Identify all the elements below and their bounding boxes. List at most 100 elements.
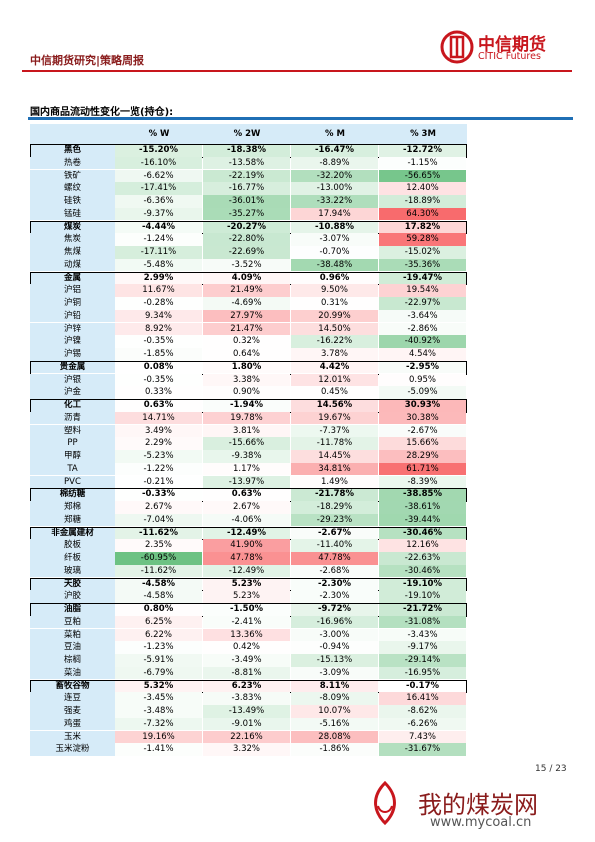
value-cell: -15.02% bbox=[379, 246, 466, 259]
value-cell: 7.43% bbox=[379, 730, 466, 744]
value-cell: 30.38% bbox=[379, 411, 466, 425]
value-cell: 3.49% bbox=[115, 424, 202, 438]
value-cell: -9.72% bbox=[291, 603, 378, 616]
value-cell: -2.30% bbox=[291, 590, 378, 603]
value-cell: 17.82% bbox=[379, 220, 466, 234]
value-cell: 59.28% bbox=[379, 233, 466, 246]
value-cell: 0.08% bbox=[115, 360, 202, 374]
value-cell: -5.48% bbox=[115, 258, 202, 272]
value-cell: 0.64% bbox=[203, 348, 290, 361]
value-cell: -19.47% bbox=[379, 271, 466, 285]
value-cell: 19.54% bbox=[379, 284, 466, 297]
value-cell: 5.23% bbox=[203, 590, 290, 603]
value-cell: -40.92% bbox=[379, 335, 466, 348]
value-cell: -33.22% bbox=[291, 195, 378, 208]
value-cell: -7.32% bbox=[115, 717, 202, 731]
row-label: 焦炭 bbox=[30, 233, 115, 246]
value-cell: -4.44% bbox=[115, 220, 202, 234]
value-cell: 1.17% bbox=[203, 462, 290, 476]
row-label: 强麦 bbox=[30, 705, 115, 718]
value-cell: -4.58% bbox=[115, 577, 202, 591]
value-cell: -22.80% bbox=[203, 233, 290, 246]
section-rule bbox=[28, 117, 573, 120]
group-box bbox=[30, 679, 467, 694]
value-cell: 19.78% bbox=[203, 411, 290, 425]
value-cell: -22.69% bbox=[203, 246, 290, 259]
logo-cn: 中信期货 bbox=[478, 35, 546, 55]
value-cell: -8.81% bbox=[203, 666, 290, 680]
row-label: 玻璃 bbox=[30, 564, 115, 578]
value-cell: -1.15% bbox=[379, 156, 466, 170]
page-number: 15 / 23 bbox=[535, 764, 567, 774]
value-cell: -10.88% bbox=[291, 220, 378, 234]
value-cell: -22.97% bbox=[379, 297, 466, 310]
value-cell: 0.33% bbox=[115, 386, 202, 399]
group-box bbox=[30, 526, 467, 541]
value-cell: -1.23% bbox=[115, 641, 202, 654]
value-cell: 3.78% bbox=[291, 348, 378, 361]
value-cell: -2.68% bbox=[291, 564, 378, 578]
value-cell: 0.90% bbox=[203, 386, 290, 399]
value-cell: 0.96% bbox=[291, 271, 378, 285]
value-cell: 21.49% bbox=[203, 284, 290, 297]
value-cell: 30.93% bbox=[379, 399, 466, 412]
value-cell: -9.17% bbox=[379, 641, 466, 654]
value-cell: -16.22% bbox=[291, 335, 378, 348]
value-cell: -1.24% bbox=[115, 233, 202, 246]
value-cell: -36.01% bbox=[203, 195, 290, 208]
value-cell: -6.26% bbox=[379, 717, 466, 731]
row-label: 胶板 bbox=[30, 539, 115, 552]
value-cell: -29.14% bbox=[379, 654, 466, 667]
value-cell: -35.36% bbox=[379, 258, 466, 272]
row-label: 锰硅 bbox=[30, 207, 115, 221]
value-cell: -7.37% bbox=[291, 424, 378, 438]
value-cell: -35.27% bbox=[203, 207, 290, 221]
value-cell: -7.04% bbox=[115, 513, 202, 527]
row-label: 动煤 bbox=[30, 258, 115, 272]
value-cell: -0.33% bbox=[115, 488, 202, 501]
value-cell: 10.07% bbox=[291, 705, 378, 718]
row-label: 贵金属 bbox=[30, 360, 115, 374]
value-cell: -60.95% bbox=[115, 552, 202, 565]
value-cell: 1.49% bbox=[291, 475, 378, 489]
section-title: 国内商品流动性变化一览(持仓): bbox=[30, 107, 174, 118]
value-cell: 11.67% bbox=[115, 284, 202, 297]
row-label: 油脂 bbox=[30, 603, 115, 616]
value-cell: 2.99% bbox=[115, 271, 202, 285]
group-box bbox=[30, 577, 467, 592]
value-cell: -3.64% bbox=[379, 309, 466, 323]
value-cell: 6.22% bbox=[115, 628, 202, 642]
row-label: 沪银 bbox=[30, 373, 115, 387]
watermark-url: www.mycoal.cn bbox=[430, 815, 532, 830]
value-cell: 4.42% bbox=[291, 360, 378, 374]
value-cell: -4.58% bbox=[115, 590, 202, 603]
value-cell: 64.30% bbox=[379, 207, 466, 221]
value-cell: -18.38% bbox=[203, 144, 290, 157]
value-cell: -0.35% bbox=[115, 335, 202, 348]
row-label: 热卷 bbox=[30, 156, 115, 170]
value-cell: -22.63% bbox=[379, 552, 466, 565]
value-cell: 3.38% bbox=[203, 373, 290, 387]
value-cell: -2.67% bbox=[379, 424, 466, 438]
value-cell: -56.65% bbox=[379, 169, 466, 183]
value-cell: -8.62% bbox=[379, 705, 466, 718]
value-cell: 28.08% bbox=[291, 730, 378, 744]
value-cell: -38.61% bbox=[379, 501, 466, 514]
value-cell: 34.81% bbox=[291, 462, 378, 476]
value-cell: -12.49% bbox=[203, 564, 290, 578]
value-cell: 3.81% bbox=[203, 424, 290, 438]
value-cell: 0.63% bbox=[115, 399, 202, 412]
value-cell: -13.49% bbox=[203, 705, 290, 718]
logo-en: CITIC Futures bbox=[478, 51, 541, 62]
value-cell: -1.86% bbox=[291, 743, 378, 756]
value-cell: -19.10% bbox=[379, 590, 466, 603]
value-cell: -3.09% bbox=[291, 666, 378, 680]
row-label: 菜粕 bbox=[30, 628, 115, 642]
value-cell: -1.22% bbox=[115, 462, 202, 476]
row-label: 螺纹 bbox=[30, 182, 115, 195]
value-cell: 14.50% bbox=[291, 322, 378, 336]
value-cell: -18.29% bbox=[291, 501, 378, 514]
group-box bbox=[30, 488, 467, 502]
value-cell: -8.09% bbox=[291, 692, 378, 705]
value-cell: -32.20% bbox=[291, 169, 378, 183]
